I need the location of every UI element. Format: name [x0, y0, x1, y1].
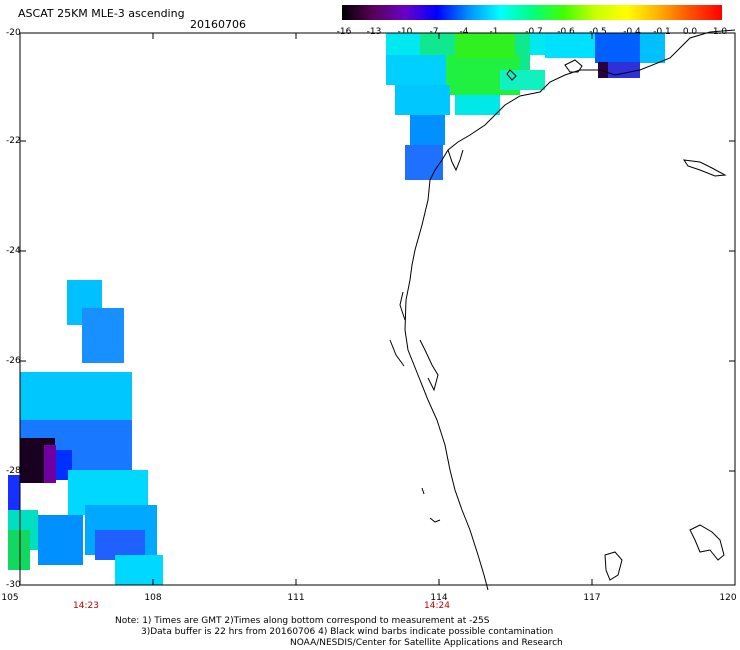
pass-time: 14:23 — [73, 601, 99, 611]
colorbar-label: 1.0 — [712, 27, 728, 37]
colorbar-label: -0.6 — [557, 27, 575, 37]
lon-label: 114 — [430, 593, 448, 603]
note-line-2: 3)Data buffer is 22 hrs from 20160706 4)… — [141, 627, 554, 637]
pass-time: 14:24 — [424, 601, 450, 611]
product-title: ASCAT 25KM MLE-3 ascending — [18, 7, 185, 20]
colorbar-label: -1 — [489, 27, 499, 37]
lat-label: -28 — [6, 466, 21, 476]
colorbar-label: -10 — [397, 27, 413, 37]
colorbar-label: -4 — [459, 27, 469, 37]
lon-label: 120 — [719, 593, 737, 603]
coastline — [389, 29, 736, 591]
wind-cells — [8, 33, 665, 585]
colorbar-label: -0.7 — [525, 27, 543, 37]
colorbar — [342, 5, 722, 20]
colorbar-strip — [342, 5, 722, 20]
lon-label: 111 — [287, 593, 305, 603]
map-frame — [19, 32, 736, 586]
colorbar-label: -0.1 — [653, 27, 671, 37]
axis-ticks — [20, 33, 735, 585]
colorbar-label: -16 — [336, 27, 352, 37]
colorbar-label: -0.5 — [589, 27, 607, 37]
lat-label: -22 — [6, 136, 21, 146]
colorbar-label: -0.4 — [623, 27, 641, 37]
lat-label: -26 — [6, 356, 21, 366]
colorbar-label: 0.0 — [682, 27, 698, 37]
lon-label: 108 — [144, 593, 162, 603]
note-line-1: Note: 1) Times are GMT 2)Times along bot… — [115, 616, 490, 626]
lat-label: -30 — [6, 580, 21, 590]
lon-label: 105 — [1, 593, 19, 603]
lon-label: 117 — [583, 593, 601, 603]
note-line-3: NOAA/NESDIS/Center for Satellite Applica… — [290, 638, 563, 648]
product-date: 20160706 — [190, 18, 246, 31]
lat-label: -24 — [6, 246, 21, 256]
colorbar-label: -13 — [366, 27, 382, 37]
lat-label: -20 — [6, 28, 21, 38]
colorbar-label: -7 — [429, 27, 439, 37]
